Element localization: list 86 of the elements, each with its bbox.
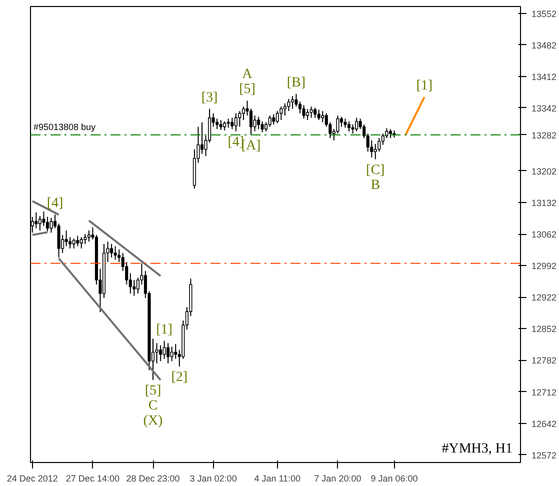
y-tick-label: 12782	[532, 356, 557, 366]
y-tick-label: 12992	[532, 261, 557, 272]
annotation: [1]	[156, 322, 172, 338]
candlestick	[174, 343, 178, 360]
candlestick	[283, 102, 286, 116]
candlestick	[317, 109, 320, 121]
candlestick	[80, 236, 83, 249]
candlestick	[50, 217, 53, 234]
annotation: C	[148, 398, 158, 414]
candlestick	[159, 344, 162, 362]
candlestick	[114, 246, 117, 260]
candlestick	[84, 234, 87, 244]
candlestick	[76, 235, 80, 247]
candlestick	[42, 211, 46, 226]
y-tick-label: 13062	[532, 230, 557, 240]
y-tick-label: 13412	[532, 72, 557, 82]
y-tick-label: 13202	[532, 166, 557, 176]
candlestick	[64, 230, 68, 247]
candlestick	[234, 112, 238, 132]
candlestick	[230, 117, 234, 130]
candlestick	[72, 238, 76, 249]
candlestick	[87, 230, 90, 242]
candlestick	[166, 342, 170, 364]
candlestick	[226, 118, 230, 128]
x-tick-label: 24 Dec 2012	[6, 474, 58, 484]
candlestick	[223, 120, 226, 131]
y-tick-label: 12712	[532, 387, 557, 398]
y-tick-label: 12642	[532, 418, 557, 429]
x-tick-label: 27 Dec 14:00	[66, 474, 120, 484]
x-tick-label: 7 Jan 20:00	[314, 474, 362, 484]
annotation: [2]	[171, 370, 188, 386]
y-tick-label: 12852	[532, 324, 557, 334]
candlestick	[340, 116, 343, 128]
candlestick	[238, 110, 242, 128]
x-tick-label: 4 Jan 11:00	[254, 474, 301, 484]
annotation: [B]	[286, 75, 306, 90]
candlestick	[347, 120, 351, 132]
annotation: B	[370, 178, 380, 193]
candlestick	[257, 116, 260, 130]
candlestick	[302, 104, 306, 120]
annotation: #YMH3, H1	[442, 442, 512, 456]
candlestick	[34, 212, 38, 229]
annotation: [C]	[366, 162, 385, 178]
annotation: A	[242, 67, 254, 82]
candlestick	[110, 243, 114, 258]
y-tick-label: 12922	[532, 292, 557, 303]
y-tick-label: 13132	[532, 198, 557, 208]
candlestick	[170, 346, 174, 362]
candlestick	[264, 122, 268, 132]
annotation: [4]	[46, 196, 64, 212]
candlestick	[276, 110, 279, 124]
x-tick-label: 9 Jan 06:00	[370, 474, 418, 484]
annotation: (X)	[143, 414, 164, 429]
y-tick-label: 13342	[532, 103, 557, 114]
candlestick	[355, 117, 358, 132]
candlestick	[249, 108, 253, 136]
candlestick	[290, 96, 294, 110]
candlestick	[38, 216, 42, 231]
candlestick	[200, 122, 204, 154]
ref-line-label: #95013808 buy	[34, 122, 96, 132]
candlestick	[344, 118, 347, 128]
candlestick	[287, 98, 290, 112]
candlestick	[272, 114, 276, 126]
candlestick	[219, 120, 222, 130]
candlestick	[306, 108, 310, 121]
y-tick-label: 13482	[532, 40, 557, 50]
x-tick-label: 3 Jan 02:00	[190, 474, 237, 484]
y-tick-label: 13552	[532, 8, 557, 19]
candlestick	[388, 128, 392, 139]
candlestick	[310, 106, 313, 118]
candlestick	[314, 107, 317, 118]
candlestick	[46, 216, 49, 232]
annotation: [5]	[144, 384, 162, 399]
candlestick	[162, 340, 166, 360]
annotation: [5]	[239, 82, 256, 98]
x-tick-label: 28 Dec 23:00	[126, 474, 180, 484]
annotation: [3]	[201, 90, 218, 106]
y-tick-label: 13282	[532, 130, 557, 140]
annotation: [1]	[416, 78, 433, 94]
candlestick	[280, 106, 283, 121]
candlestick	[321, 110, 324, 123]
y-tick-label: 12572	[532, 450, 557, 460]
candlestick	[260, 120, 264, 133]
candlestick	[268, 115, 272, 128]
candlestick	[351, 124, 354, 134]
candlestick	[298, 101, 302, 114]
